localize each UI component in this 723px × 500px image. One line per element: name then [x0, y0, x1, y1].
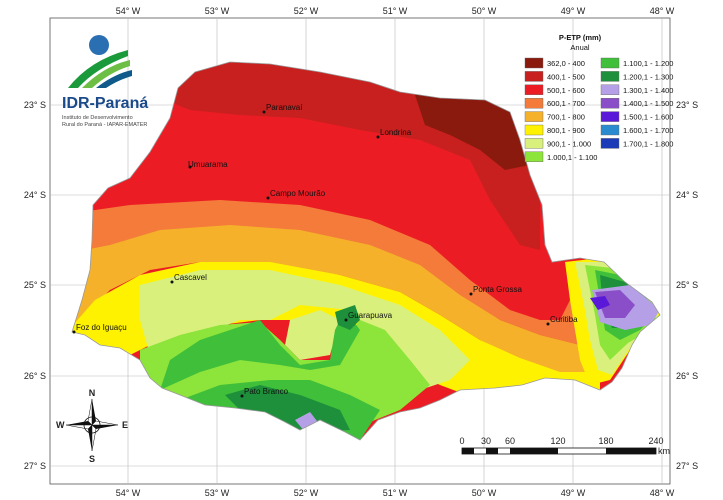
idr-parana-logo: IDR-Paraná Instituto de Desenvolvimento … — [62, 35, 148, 128]
compass-s: S — [89, 454, 95, 464]
city-pato-branco: Pato Branco — [244, 387, 289, 396]
lat-label-24: 24° S — [24, 190, 46, 200]
city-umuarama: Umuarama — [188, 160, 228, 169]
lat-label-26: 26° S — [24, 371, 46, 381]
lon-label-54: 54° W — [116, 488, 141, 498]
scale-unit: km — [658, 446, 670, 456]
legend-swatch — [600, 97, 620, 109]
lat-label-24: 24° S — [676, 190, 698, 200]
legend-swatch — [524, 138, 544, 149]
lon-label-49: 49° W — [561, 488, 586, 498]
legend-label: 1.600,1 - 1.700 — [623, 126, 673, 135]
longitude-labels-top: 54° W 53° W 52° W 51° W 50° W 49° W 48° … — [116, 6, 675, 16]
scale-tick-0: 0 — [459, 436, 464, 446]
compass-w: W — [56, 420, 65, 430]
city-londrina: Londrina — [380, 128, 412, 137]
scale-tick-30: 30 — [481, 436, 491, 446]
north-arrow-compass: N S E W — [56, 388, 128, 464]
state-outline — [71, 61, 661, 441]
legend-swatch — [524, 111, 544, 122]
legend-label: 1.400,1 - 1.500 — [623, 99, 673, 108]
legend-label: 800,1 - 900 — [547, 126, 585, 135]
lon-label-50: 50° W — [472, 488, 497, 498]
city-campo-mourao: Campo Mourão — [270, 189, 326, 198]
legend-swatch — [600, 71, 620, 82]
legend-swatch — [524, 71, 544, 82]
legend-label: 1.100,1 - 1.200 — [623, 59, 673, 68]
compass-n: N — [89, 388, 96, 398]
scale-tick-240: 240 — [648, 436, 663, 446]
logo-subtitle-1: Instituto de Desenvolvimento — [62, 115, 133, 121]
lon-label-49: 49° W — [561, 6, 586, 16]
lat-label-25: 25° S — [24, 280, 46, 290]
city-markers: Paranavaí Londrina Umuarama Campo Mourão… — [72, 103, 578, 398]
legend-swatch — [524, 151, 544, 163]
legend: P-ETP (mm) Anual 362,0 - 400 400,1 - 500 5… — [524, 33, 673, 163]
legend-label: 1.000,1 - 1.100 — [547, 153, 597, 162]
legend-swatch — [600, 138, 620, 149]
lon-label-52: 52° W — [294, 488, 319, 498]
legend-label: 900,1 - 1.000 — [547, 139, 591, 148]
logo-globe-icon — [89, 35, 109, 55]
legend-label: 700,1 - 800 — [547, 113, 585, 122]
lon-label-50: 50° W — [472, 6, 497, 16]
lat-label-25: 25° S — [676, 280, 698, 290]
compass-e: E — [122, 420, 128, 430]
city-cascavel: Cascavel — [174, 273, 207, 282]
scale-bar: 0 30 60 120 180 240 km — [459, 436, 670, 456]
legend-label: 1.200,1 - 1.300 — [623, 72, 673, 81]
lat-label-26: 26° S — [676, 371, 698, 381]
legend-swatch — [524, 57, 544, 69]
lon-label-53: 53° W — [205, 6, 230, 16]
lon-label-51: 51° W — [383, 488, 408, 498]
legend-label: 500,1 - 600 — [547, 86, 585, 95]
legend-label: 1.300,1 - 1.400 — [623, 86, 673, 95]
lat-label-23: 23° S — [676, 100, 698, 110]
lat-label-23: 23° S — [24, 100, 46, 110]
state-of-parana — [72, 62, 660, 440]
lat-label-27: 27° S — [676, 461, 698, 471]
lon-label-48: 48° W — [650, 6, 675, 16]
legend-swatch — [600, 57, 620, 69]
lon-label-52: 52° W — [294, 6, 319, 16]
legend-subtitle: Anual — [570, 43, 590, 52]
logo-name: IDR-Paraná — [62, 95, 148, 112]
latitude-labels-left: 23° S 24° S 25° S 26° S 27° S — [24, 100, 46, 471]
city-paranavai: Paranavaí — [266, 103, 303, 112]
legend-swatch — [600, 84, 620, 96]
logo-subtitle-2: Rural do Paraná - IAPAR-EMATER — [62, 122, 147, 128]
city-foz-do-iguacu: Foz do Iguaçu — [76, 323, 127, 332]
legend-swatch — [524, 124, 544, 136]
scale-tick-120: 120 — [550, 436, 565, 446]
lat-label-27: 27° S — [24, 461, 46, 471]
lon-label-48: 48° W — [650, 488, 675, 498]
legend-label: 1.500,1 - 1.600 — [623, 113, 673, 122]
scale-tick-180: 180 — [598, 436, 613, 446]
lon-label-53: 53° W — [205, 488, 230, 498]
scale-tick-60: 60 — [505, 436, 515, 446]
lon-label-54: 54° W — [116, 6, 141, 16]
lon-label-51: 51° W — [383, 6, 408, 16]
legend-label: 600,1 - 700 — [547, 99, 585, 108]
legend-swatch — [524, 97, 544, 109]
city-curitiba: Curitiba — [550, 315, 578, 324]
legend-swatch — [524, 84, 544, 96]
legend-label: 1.700,1 - 1.800 — [623, 139, 673, 148]
legend-title: P-ETP (mm) — [559, 33, 602, 42]
logo-swoosh-icon — [68, 50, 128, 88]
city-guarapuava: Guarapuava — [348, 311, 393, 320]
legend-label: 400,1 - 500 — [547, 72, 585, 81]
city-ponta-grossa: Ponta Grossa — [473, 285, 522, 294]
legend-label: 362,0 - 400 — [547, 59, 585, 68]
longitude-labels-bottom: 54° W 53° W 52° W 51° W 50° W 49° W 48° … — [116, 488, 675, 498]
latitude-labels-right: 23° S 24° S 25° S 26° S 27° S — [676, 100, 698, 471]
legend-swatch — [600, 111, 620, 122]
legend-swatch — [600, 124, 620, 136]
